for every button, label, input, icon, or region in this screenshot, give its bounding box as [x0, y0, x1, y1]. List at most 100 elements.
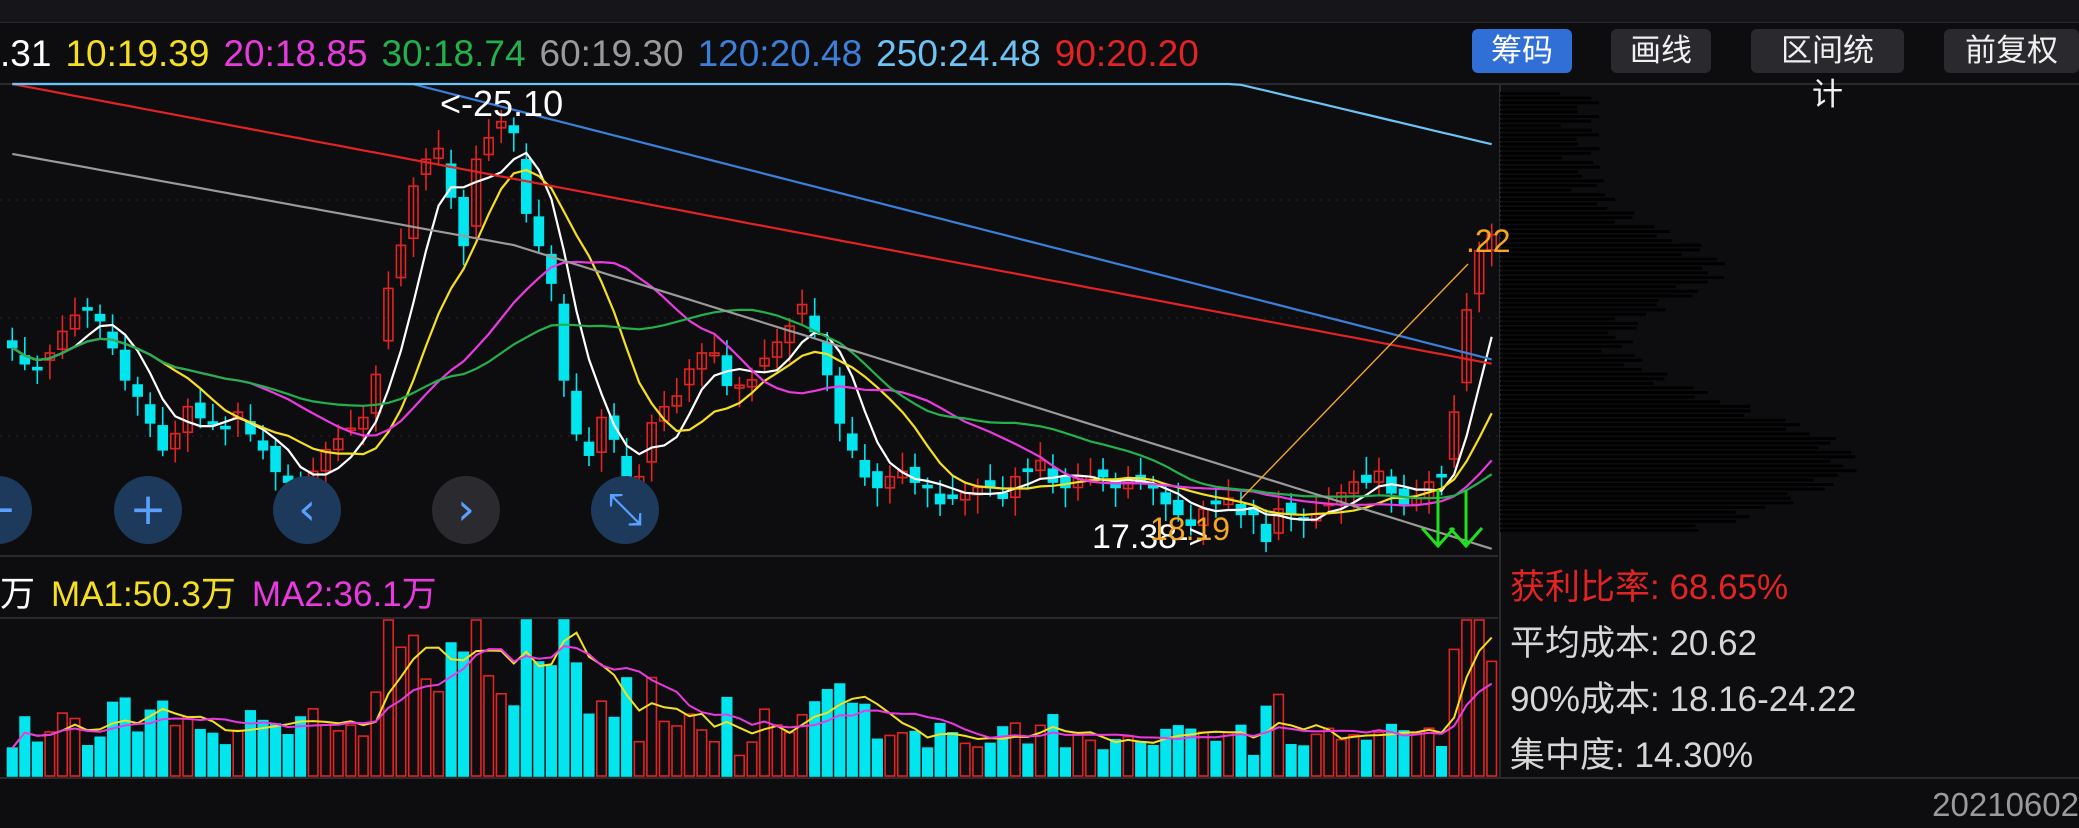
next-button[interactable] [432, 476, 500, 544]
volume-bar [1247, 754, 1260, 777]
volume-bar [708, 740, 720, 777]
volume-bar [947, 732, 959, 777]
volume-bar [1022, 743, 1034, 777]
candle-body [144, 404, 156, 424]
volume-bar [846, 702, 858, 777]
volume-bar [31, 741, 43, 777]
volume-bar [495, 693, 507, 777]
zoom-in-button[interactable] [114, 476, 182, 544]
volume-bar [621, 677, 633, 777]
volume-bar [320, 723, 332, 777]
volume-bar [821, 688, 833, 777]
candle-body [445, 163, 457, 198]
chip-bar [1500, 312, 1646, 316]
interval-stats-button[interactable]: 区间统计 [1751, 29, 1904, 112]
chip-bar [1500, 119, 1591, 123]
volume-bar [1461, 619, 1473, 777]
candle-body [546, 253, 557, 284]
candle-body [332, 438, 344, 451]
chip-bar [1500, 207, 1608, 210]
chip-bar [1500, 450, 1852, 454]
volume-legend: 万 MA1:50.3万 MA2:36.1万 [0, 566, 453, 616]
chip-bar [1500, 381, 1654, 385]
chip-bar [1500, 400, 1720, 404]
chip-bar [1500, 262, 1726, 266]
chip-bar [1500, 179, 1605, 183]
volume-bar [1398, 730, 1410, 777]
chip-bar [1500, 303, 1657, 307]
volume-bar [194, 728, 206, 777]
candle-body [1436, 473, 1447, 478]
volume-bar [81, 745, 94, 777]
volume-bar [558, 619, 570, 777]
volume-bar [69, 717, 81, 777]
candle-body [57, 330, 68, 351]
ma-legend-item-0: .31 [0, 33, 52, 74]
volume-bar [758, 708, 771, 777]
low2-price-label: 18.19 [1150, 511, 1230, 547]
chip-bar [1500, 280, 1708, 284]
volume-bar [721, 696, 733, 777]
volume-bar [934, 722, 946, 777]
candle-body [533, 216, 545, 247]
candle-body [370, 373, 382, 414]
chip-bar [1500, 506, 1766, 509]
volume-bar [19, 716, 31, 777]
chip-stats-panel: 获利比率: 68.65% 平均成本: 20.62 90%成本: 18.16-24… [1510, 560, 2070, 784]
volume-bar [407, 634, 420, 777]
ma-legend-item-1: 10:19.39 [65, 33, 210, 74]
volume-bar [796, 713, 808, 777]
candle-body [521, 158, 532, 214]
candle-body [884, 475, 896, 489]
chip-bar [1500, 211, 1635, 215]
draw-line-button[interactable]: 画线 [1611, 29, 1711, 73]
chip-bar [1500, 257, 1717, 261]
volume-bar [1410, 732, 1423, 777]
volume-bar [608, 716, 620, 777]
volume-bar [1335, 738, 1347, 777]
shrink-button[interactable] [591, 476, 659, 544]
chip-bar [1500, 469, 1857, 473]
candle-body [558, 303, 570, 381]
candle-body [1348, 481, 1360, 494]
volume-bar [1185, 728, 1197, 777]
chip-bar [1500, 501, 1794, 505]
volume-bar [784, 731, 796, 777]
zoom-out-button[interactable] [0, 476, 32, 544]
ma-legend-item-6: 250:24.48 [876, 33, 1041, 74]
ma-legend-item-7: 90:20.20 [1054, 33, 1199, 74]
chips-button[interactable]: 筹码 [1472, 29, 1572, 73]
ma5-line [11, 151, 1493, 521]
chip-bar [1500, 216, 1633, 220]
volume-bar [1260, 705, 1272, 777]
chip-bar [1500, 234, 1657, 238]
volume-bar [219, 744, 231, 777]
ma-legend-item-3: 30:18.74 [381, 33, 526, 74]
adjust-button[interactable]: 前复权 [1944, 29, 2079, 73]
prev-button[interactable] [273, 476, 341, 544]
candle-body [821, 341, 833, 376]
candle-body [395, 244, 407, 279]
chip-bar [1500, 197, 1616, 201]
volume-bar [508, 705, 520, 777]
candle-body [759, 357, 770, 367]
chip-bar [1500, 460, 1831, 463]
volume-bar [282, 734, 294, 777]
candle-body [257, 440, 269, 451]
candle-body [220, 425, 231, 430]
candle-body [1035, 459, 1046, 472]
volume-bar [1285, 744, 1297, 777]
chip-bar [1500, 487, 1825, 491]
chip-bar [1500, 266, 1703, 270]
volume-bar [295, 716, 307, 777]
volume-bar [583, 713, 595, 777]
chip-bar [1500, 289, 1698, 293]
volume-bar [1385, 723, 1397, 777]
chip-bar [1500, 308, 1666, 312]
zoom-in-icon: + [130, 484, 167, 535]
candle-body [320, 448, 332, 472]
candle-body [270, 445, 281, 473]
volume-bar [1160, 728, 1172, 777]
vol-legend-item-1: MA1:50.3万 [51, 574, 236, 614]
chip-bar [1500, 156, 1563, 160]
